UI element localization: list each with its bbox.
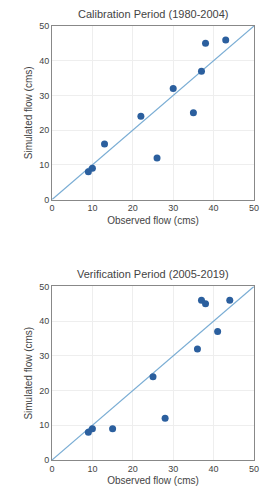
svg-text:Verification Period (2005-2019: Verification Period (2005-2019) [77, 268, 229, 280]
svg-text:0: 0 [44, 195, 49, 205]
svg-text:30: 30 [168, 203, 178, 213]
svg-text:Simulated flow (cms): Simulated flow (cms) [23, 66, 34, 159]
svg-text:50: 50 [249, 464, 259, 474]
svg-text:0: 0 [44, 455, 49, 465]
svg-text:20: 20 [39, 386, 49, 396]
svg-text:40: 40 [39, 316, 49, 326]
svg-text:30: 30 [39, 351, 49, 361]
svg-text:20: 20 [128, 203, 138, 213]
svg-text:10: 10 [87, 464, 97, 474]
svg-text:20: 20 [128, 464, 138, 474]
svg-text:Observed flow (cms): Observed flow (cms) [107, 475, 199, 486]
svg-text:50: 50 [39, 21, 49, 31]
svg-text:20: 20 [39, 125, 49, 135]
svg-text:30: 30 [39, 91, 49, 101]
svg-text:Calibration Period (1980-2004): Calibration Period (1980-2004) [78, 8, 228, 20]
svg-text:50: 50 [39, 282, 49, 292]
svg-text:0: 0 [49, 464, 54, 474]
svg-text:10: 10 [39, 420, 49, 430]
svg-text:0: 0 [49, 203, 54, 213]
svg-text:40: 40 [39, 56, 49, 66]
svg-text:10: 10 [87, 203, 97, 213]
svg-text:40: 40 [209, 464, 219, 474]
svg-text:50: 50 [249, 203, 259, 213]
svg-text:Simulated flow (cms): Simulated flow (cms) [23, 327, 34, 420]
svg-text:40: 40 [209, 203, 219, 213]
svg-text:Observed flow (cms): Observed flow (cms) [107, 215, 199, 226]
svg-text:10: 10 [39, 160, 49, 170]
svg-text:30: 30 [168, 464, 178, 474]
